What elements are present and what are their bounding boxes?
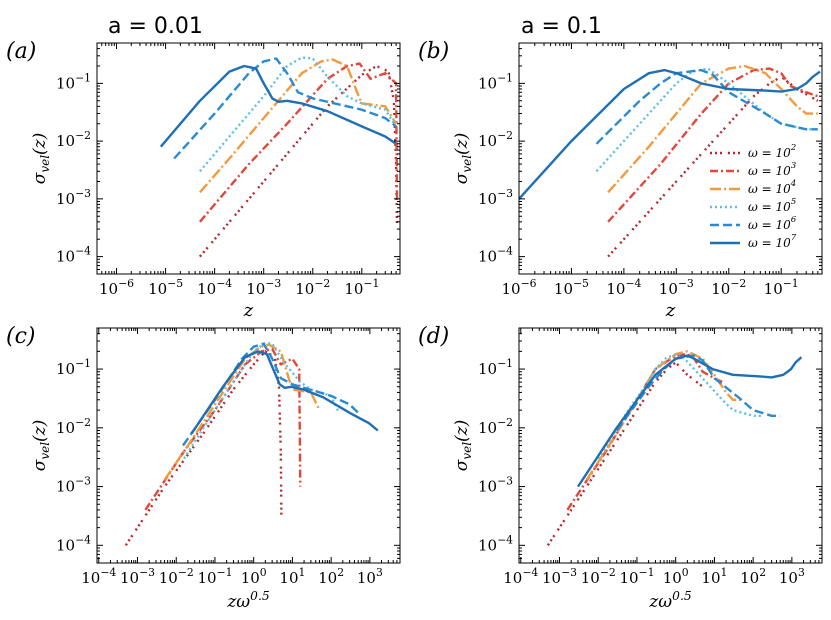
series-line-6	[615, 354, 781, 432]
x-tick-label: 10−3	[659, 277, 694, 298]
x-tick-label: 100	[663, 566, 689, 587]
y-tick-label: 10−1	[478, 357, 513, 378]
panel-label: (a)	[6, 39, 36, 64]
series-line-7	[190, 350, 379, 435]
x-tick-label: 10−1	[197, 566, 232, 587]
x-tick-label: 10−4	[81, 566, 116, 587]
x-axis-label: zω0.5	[648, 589, 692, 612]
x-tick-label: 10−6	[501, 277, 536, 298]
series-line-3	[607, 67, 819, 223]
column-title-right: a = 0.1	[521, 14, 602, 39]
y-tick-label: 10−3	[56, 187, 91, 208]
x-tick-label: 10−3	[120, 566, 155, 587]
y-tick-label: 10−4	[478, 245, 513, 266]
plot-frame	[96, 327, 401, 564]
y-tick-label: 10−2	[478, 416, 513, 437]
x-axis-label: z	[665, 300, 676, 321]
y-axis-label: σvel(z)	[30, 420, 52, 472]
series-line-7	[519, 68, 821, 200]
series-line-4	[198, 58, 398, 194]
y-tick-label: 10−3	[478, 187, 513, 208]
x-tick-label: 10−4	[503, 566, 538, 587]
legend-entry: ω = 107	[748, 233, 797, 250]
legend-entry: ω = 102	[748, 143, 796, 160]
x-tick-label: 10−2	[711, 277, 746, 298]
series-group	[546, 350, 803, 546]
series-line-3	[198, 62, 399, 223]
y-tick-label: 10−1	[56, 357, 91, 378]
x-tick-label: 103	[779, 566, 805, 587]
panel-label: (d)	[418, 324, 449, 349]
series-group	[159, 56, 399, 258]
series-line-7	[159, 64, 397, 148]
x-tick-label: 103	[357, 566, 383, 587]
x-tick-label: 102	[318, 566, 344, 587]
y-axis-label: σvel(z)	[452, 420, 474, 472]
series-line-5	[597, 352, 761, 460]
series-line-6	[173, 57, 397, 160]
x-tick-label: 10−3	[542, 566, 577, 587]
y-tick-label: 10−4	[56, 533, 91, 554]
x-tick-label: 10−6	[99, 277, 134, 298]
y-axis-label: σvel(z)	[30, 133, 52, 185]
x-tick-label: 101	[279, 566, 305, 587]
x-tick-label: 10−5	[148, 277, 183, 298]
x-tick-label: 101	[701, 566, 727, 587]
series-line-2	[124, 350, 283, 546]
panel-b: 10−6 10−5 10−4 10−3 10−2 10−1 10−4 10−3 10−2 10−1…	[418, 39, 823, 321]
series-line-2	[546, 361, 704, 546]
series-group	[519, 64, 821, 258]
panel-d: 10−4 10−3 10−2 10−1 100 101 102 10310−410−310−2…	[418, 324, 823, 612]
series-group	[124, 341, 379, 546]
x-tick-label: 10−5	[554, 277, 589, 298]
series-line-7	[576, 354, 803, 488]
panel-label: (c)	[6, 324, 36, 349]
legend-entry: ω = 104	[748, 179, 796, 196]
panel-c: 10−4 10−3 10−2 10−1 100 101 102 10310−410−310−2…	[6, 324, 401, 612]
x-tick-label: 10−2	[295, 277, 330, 298]
column-title-left: a = 0.01	[108, 14, 203, 39]
series-line-4	[163, 343, 321, 481]
legend-entry: ω = 106	[748, 215, 797, 232]
x-tick-label: 10−1	[764, 277, 799, 298]
y-tick-label: 10−2	[56, 416, 91, 437]
y-tick-label: 10−3	[478, 475, 513, 496]
y-axis-label: σvel(z)	[452, 133, 474, 185]
x-tick-label: 10−1	[344, 277, 379, 298]
x-tick-label: 10−2	[159, 566, 194, 587]
series-line-3	[144, 347, 302, 511]
series-line-6	[182, 342, 360, 447]
x-tick-label: 102	[740, 566, 766, 587]
x-axis-label: z	[243, 300, 254, 321]
series-line-5	[198, 56, 398, 173]
plot-frame	[96, 42, 401, 275]
y-tick-label: 10−4	[478, 533, 513, 554]
panel-a: 10−6 10−5 10−4 10−3 10−2 10−1 10−4 10−3 10−2 10−1…	[6, 39, 401, 321]
x-axis-label: zω0.5	[226, 589, 270, 612]
series-line-6	[595, 68, 818, 145]
legend-entry: ω = 105	[748, 197, 796, 214]
x-tick-label: 10−2	[581, 566, 616, 587]
x-tick-label: 10−1	[619, 566, 654, 587]
series-line-2	[198, 64, 399, 258]
y-tick-label: 10−3	[56, 475, 91, 496]
y-tick-label: 10−1	[56, 71, 91, 92]
x-tick-label: 100	[241, 566, 267, 587]
series-line-2	[607, 75, 819, 258]
series-line-4	[607, 64, 818, 194]
x-tick-label: 10−4	[197, 277, 232, 298]
y-tick-label: 10−2	[478, 129, 513, 150]
y-tick-label: 10−2	[56, 129, 91, 150]
y-tick-label: 10−1	[478, 71, 513, 92]
series-line-3	[566, 352, 723, 511]
legend-entry: ω = 103	[748, 161, 797, 178]
y-tick-label: 10−4	[56, 245, 91, 266]
x-tick-label: 10−4	[606, 277, 641, 298]
x-tick-label: 10−3	[246, 277, 281, 298]
panel-label: (b)	[418, 39, 449, 64]
